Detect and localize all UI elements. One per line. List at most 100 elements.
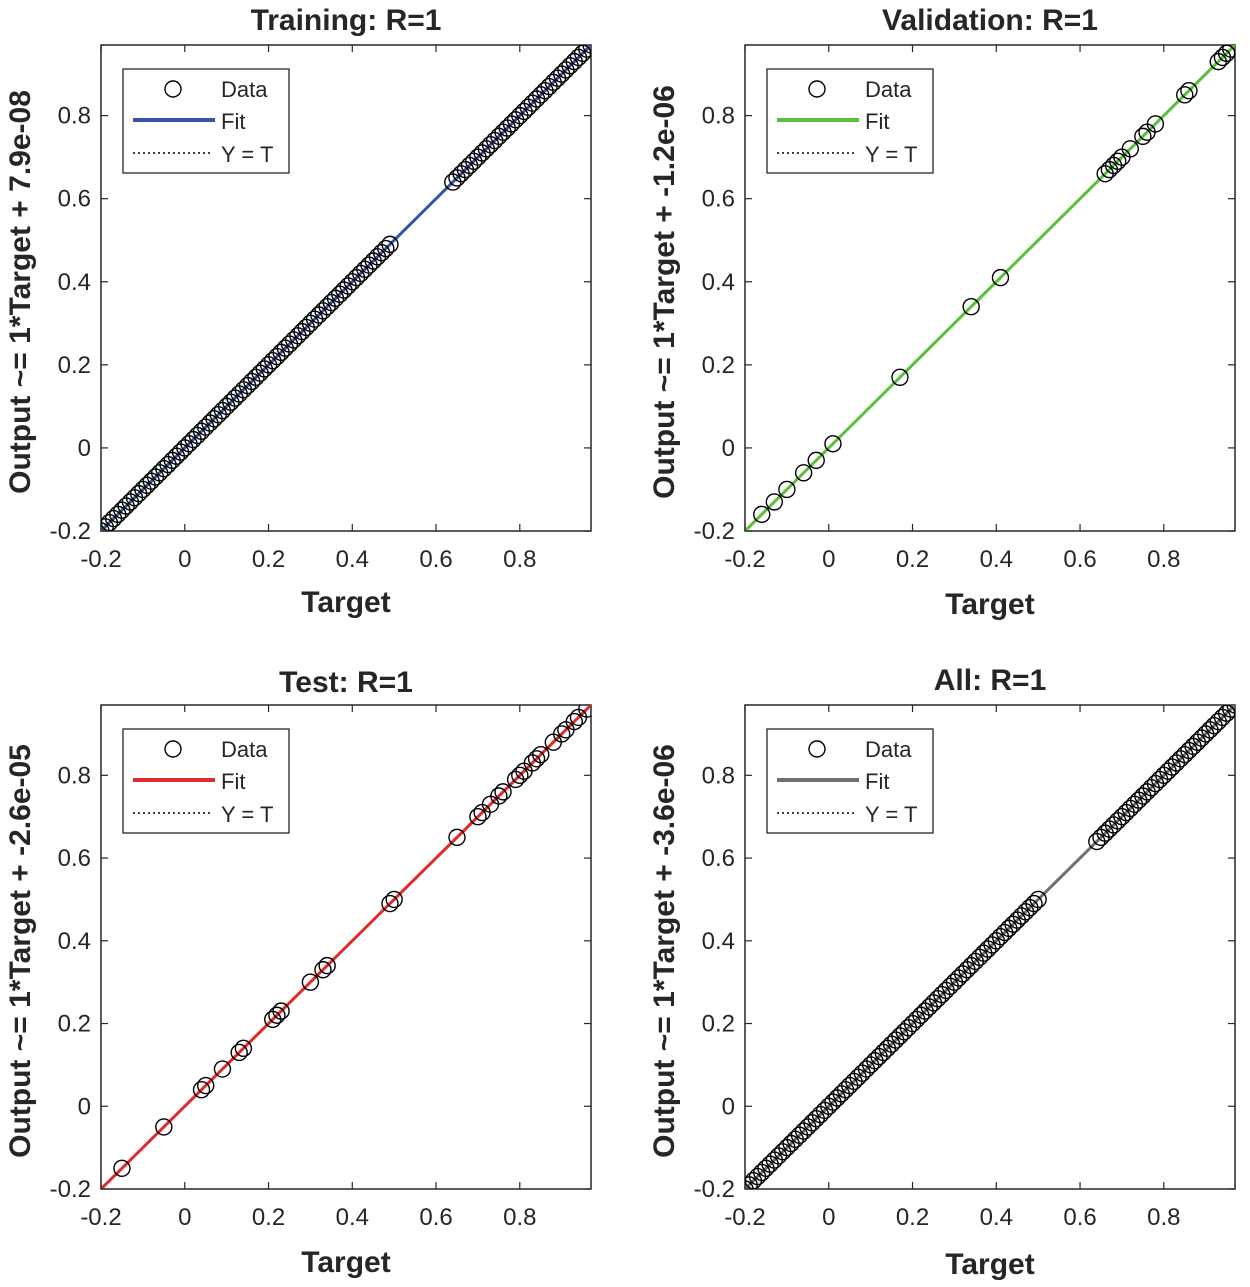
legend-label-data: Data [865, 737, 912, 762]
y-tick-label: -0.2 [50, 1176, 91, 1203]
x-axis-label: Target [301, 1246, 390, 1279]
fit-line [745, 45, 1235, 531]
data-point [578, 705, 591, 718]
data-point [155, 1118, 173, 1136]
legend-marker-data [164, 80, 182, 98]
x-tick-label: 0.2 [896, 1204, 929, 1231]
data-point [377, 239, 395, 258]
plot-content [101, 45, 591, 531]
data-point [213, 1060, 232, 1078]
data-point [192, 1081, 211, 1099]
x-tick-label: -0.2 [80, 1204, 121, 1231]
data-point [1176, 86, 1194, 104]
y-tick-label: -0.2 [694, 1176, 735, 1203]
y-tick-label: 0.6 [58, 186, 91, 213]
data-point [991, 268, 1010, 287]
data-point [753, 505, 771, 524]
data-point [314, 961, 332, 979]
data-point [1180, 81, 1198, 100]
fit-line [101, 45, 591, 531]
y-tick-label: 0 [722, 435, 735, 462]
data-point [565, 712, 583, 731]
data-point [765, 493, 784, 511]
plot-content [745, 705, 1235, 1189]
data-point [1222, 45, 1235, 58]
x-tick-label: 0.8 [503, 546, 536, 573]
y-axis-label: Output ~= 1*Target + -1.2e-06 [648, 85, 681, 499]
x-tick-label: 0.6 [419, 546, 452, 573]
data-point [448, 828, 466, 847]
y-axis-label: Output ~= 1*Target + 7.9e-08 [4, 90, 37, 494]
data-point [807, 451, 825, 470]
data-point [1222, 705, 1235, 718]
y-tick-label: 0.2 [58, 352, 91, 379]
x-tick-label: 0.8 [503, 1204, 536, 1231]
data-point [794, 464, 813, 482]
data-point [230, 1043, 248, 1062]
legend: Data Fit Y = T [122, 728, 290, 834]
legend-marker-data [808, 740, 826, 758]
x-tick-label: -0.2 [80, 546, 121, 573]
regression-panel-0: -0.2 0 0.2 0.4 0.6 0.8 -0.2 0 0.2 0.4 0.6 0.8 Traini… [4, 4, 592, 619]
x-tick-label: 0.6 [419, 1204, 452, 1231]
plot-content [745, 45, 1235, 531]
y-tick-label: -0.2 [694, 518, 735, 545]
data-point [511, 766, 529, 785]
x-tick-label: 0.4 [980, 546, 1013, 573]
y-tick-label: 0 [78, 435, 91, 462]
y-tick-label: -0.2 [50, 518, 91, 545]
x-tick-label: -0.2 [724, 1204, 765, 1231]
data-point [962, 297, 980, 316]
legend-label-fit: Fit [865, 769, 889, 794]
x-tick-label: 0 [178, 546, 191, 573]
data-point [272, 1002, 290, 1020]
x-tick-label: 0.6 [1063, 1204, 1096, 1231]
y-axis-label: Output ~= 1*Target + -2.6e-05 [4, 744, 37, 1158]
legend-label-data: Data [221, 737, 268, 762]
x-tick-label: 0.4 [336, 1204, 369, 1231]
legend: Data Fit Y = T [766, 728, 934, 834]
data-point [1134, 127, 1152, 146]
regression-panel-1: -0.2 0 0.2 0.4 0.6 0.8 -0.2 0 0.2 0.4 0.6 0.8 Valida… [648, 4, 1236, 621]
y-tick-label: 0.8 [58, 762, 91, 789]
y-tick-label: 0.6 [58, 845, 91, 872]
x-axis-label: Target [945, 1248, 1034, 1281]
legend-label-fit: Fit [221, 109, 245, 134]
chart-title: Training: R=1 [251, 4, 442, 37]
data-point [490, 787, 508, 805]
plot-content [101, 705, 591, 1189]
data-point [1146, 115, 1165, 133]
y-tick-label: 0.8 [702, 103, 735, 130]
y-tick-label: 0 [722, 1093, 735, 1120]
data-point [1029, 890, 1047, 909]
y-tick-label: 0.4 [702, 928, 735, 955]
legend: Data Fit Y = T [122, 68, 290, 174]
x-tick-label: 0 [822, 546, 835, 573]
y-tick-label: 0.8 [58, 103, 91, 130]
legend-label-identity: Y = T [865, 802, 917, 827]
data-point [318, 956, 336, 975]
x-tick-label: 0 [178, 1204, 191, 1231]
y-tick-label: 0.2 [58, 1011, 91, 1038]
x-axis-label: Target [301, 586, 390, 619]
x-tick-label: 0.6 [1063, 546, 1096, 573]
fit-line [745, 705, 1235, 1189]
chart-title: All: R=1 [934, 664, 1047, 697]
fit-line [101, 705, 591, 1189]
regression-panel-2: -0.2 0 0.2 0.4 0.6 0.8 -0.2 0 0.2 0.4 0.6 0.8 Test: … [4, 666, 592, 1279]
data-point [527, 750, 546, 768]
legend-label-fit: Fit [865, 109, 889, 134]
data-point [234, 1039, 253, 1058]
y-axis-label: Output ~= 1*Target + -3.6e-06 [648, 744, 681, 1158]
x-tick-label: 0.8 [1147, 546, 1180, 573]
y-tick-label: 0.4 [702, 269, 735, 296]
data-point [532, 745, 550, 764]
data-point [381, 235, 399, 254]
legend-marker-data [808, 80, 826, 98]
data-point [268, 1006, 286, 1024]
y-tick-label: 0.6 [702, 186, 735, 213]
legend-label-data: Data [221, 77, 268, 102]
data-point [1109, 152, 1127, 171]
data-point [1121, 140, 1139, 158]
data-point [113, 1159, 131, 1178]
